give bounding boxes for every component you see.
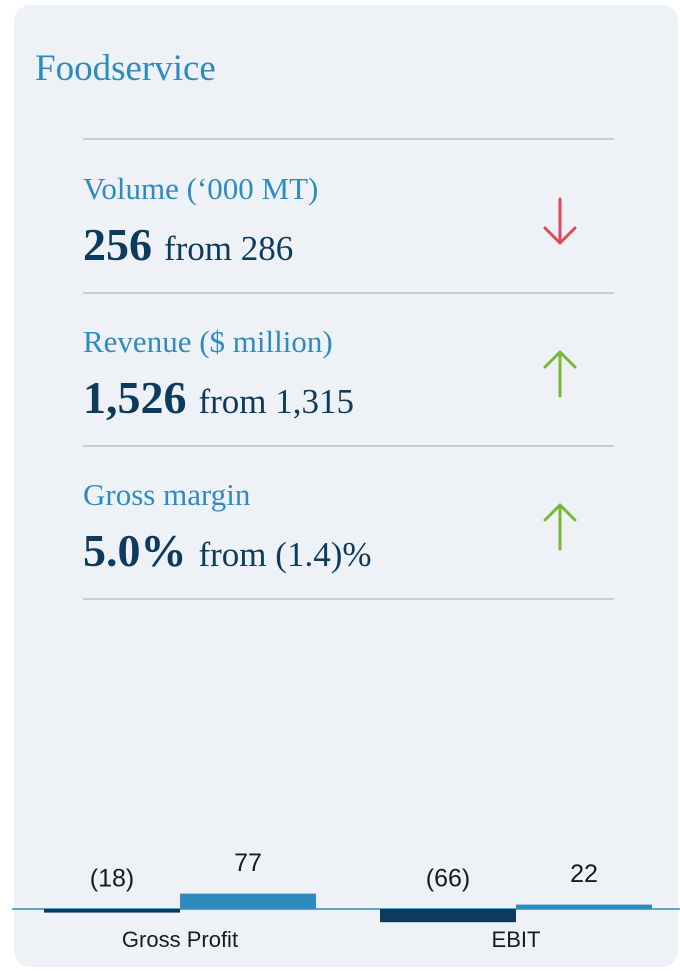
metric-line: 1,526 from 1,315 bbox=[83, 372, 354, 423]
metric-comparison: from 286 bbox=[164, 229, 293, 268]
category-label: EBIT bbox=[492, 927, 541, 952]
data-label: 22 bbox=[570, 860, 598, 888]
metric-label: Revenue ($ million) bbox=[83, 324, 333, 359]
trend-arrow bbox=[543, 197, 577, 245]
data-label: (66) bbox=[426, 865, 470, 893]
bar bbox=[516, 904, 652, 909]
bar bbox=[380, 909, 516, 923]
bar bbox=[44, 909, 180, 913]
metric-value: 5.0% bbox=[83, 525, 187, 576]
metric-label: Volume (‘000 MT) bbox=[83, 171, 318, 206]
metric-comparison: from (1.4)% bbox=[199, 535, 372, 574]
metric-value: 256 bbox=[83, 219, 152, 270]
metrics: Volume (‘000 MT) 256 from 286 Revenue ($ mi… bbox=[83, 138, 614, 600]
metric-value: 1,526 bbox=[83, 372, 187, 423]
data-label: 77 bbox=[234, 849, 262, 877]
bar-chart: (18) 77 Gross Profit (66) 22 EBIT bbox=[12, 849, 680, 952]
trend-arrow bbox=[543, 350, 577, 398]
metric-label: Gross margin bbox=[83, 477, 251, 512]
trend-arrow bbox=[543, 503, 577, 551]
card bbox=[14, 5, 678, 967]
metric-line: 256 from 286 bbox=[83, 219, 293, 270]
bar bbox=[180, 893, 316, 909]
metric-comparison: from 1,315 bbox=[199, 382, 355, 421]
card-title: Foodservice bbox=[35, 48, 216, 89]
metric-line: 5.0% from (1.4)% bbox=[83, 525, 372, 576]
data-label: (18) bbox=[90, 865, 134, 893]
category-label: Gross Profit bbox=[122, 927, 238, 952]
